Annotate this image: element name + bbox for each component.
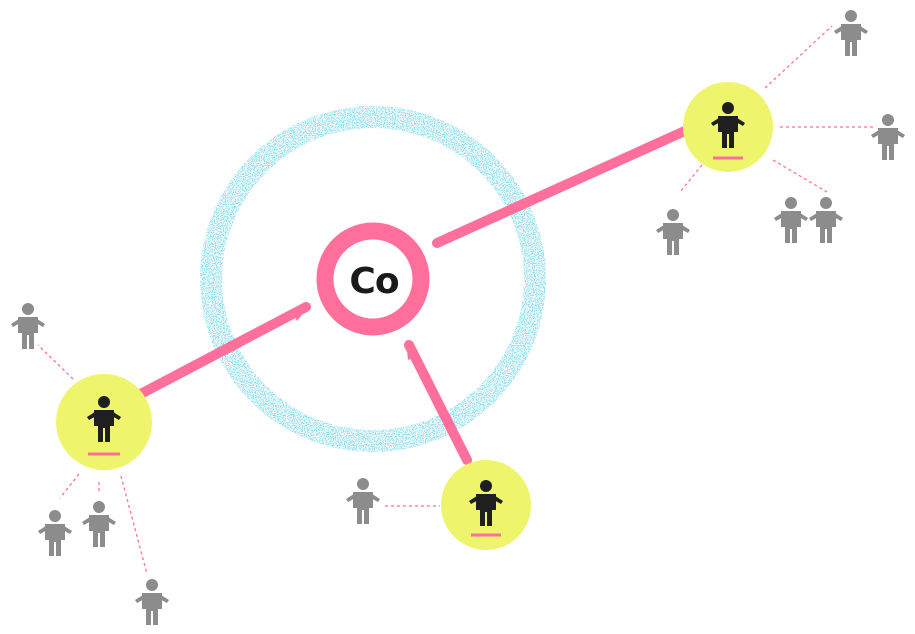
logo-label: Co [349,261,398,302]
connectors [128,125,692,465]
person-icon [135,579,169,625]
central-logo: Co [316,222,430,336]
hub-top-right [683,82,773,172]
dashed-links [37,25,875,575]
connector-bottom-arrowhead [406,340,418,360]
halo-ring [200,106,546,452]
person-icon [834,10,868,56]
person-icon [774,197,808,243]
person-icon [871,114,905,160]
connector-top-right-arrowhead [432,232,452,245]
person-icon [346,478,380,524]
connector-bottom [404,340,472,465]
person-icon [38,510,72,556]
person-icon [809,197,843,243]
person-icon [11,303,45,349]
person-icon [656,209,690,255]
connector-left-arrowhead [292,303,311,321]
hub-bottom [441,460,531,550]
person-icon [82,501,116,547]
connector-top-right [432,125,692,248]
hub-left [56,374,152,470]
connector-left [128,302,311,403]
